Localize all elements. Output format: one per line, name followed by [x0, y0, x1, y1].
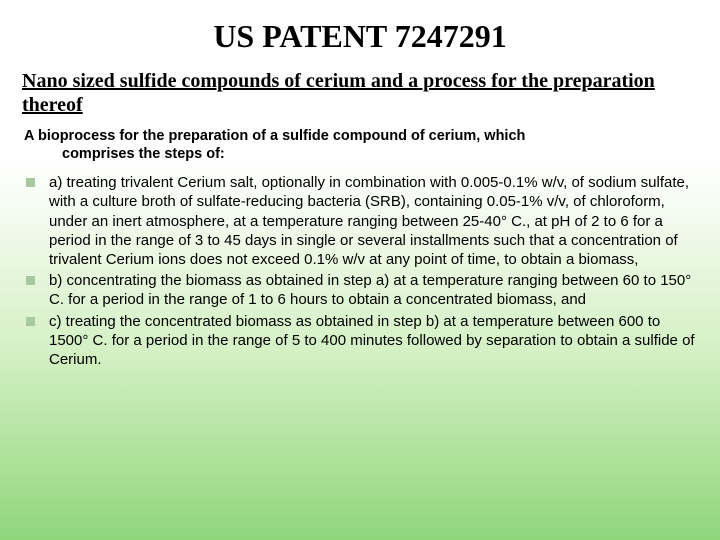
step-c-text: c) treating the concentrated biomass as …	[49, 312, 698, 370]
intro-text: A bioprocess for the preparation of a su…	[22, 127, 698, 163]
list-item: b) concentrating the biomass as obtained…	[26, 271, 698, 309]
patent-title: US PATENT 7247291	[22, 18, 698, 55]
step-a-text: a) treating trivalent Cerium salt, optio…	[49, 173, 698, 269]
intro-line1: A bioprocess for the preparation of a su…	[24, 128, 525, 144]
square-bullet-icon	[26, 317, 35, 326]
intro-line2: comprises the steps of:	[24, 145, 698, 163]
patent-subtitle: Nano sized sulfide compounds of cerium a…	[22, 69, 698, 117]
list-item: a) treating trivalent Cerium salt, optio…	[26, 173, 698, 269]
step-b-text: b) concentrating the biomass as obtained…	[49, 271, 698, 309]
square-bullet-icon	[26, 178, 35, 187]
list-item: c) treating the concentrated biomass as …	[26, 312, 698, 370]
steps-list: a) treating trivalent Cerium salt, optio…	[22, 173, 698, 369]
square-bullet-icon	[26, 276, 35, 285]
